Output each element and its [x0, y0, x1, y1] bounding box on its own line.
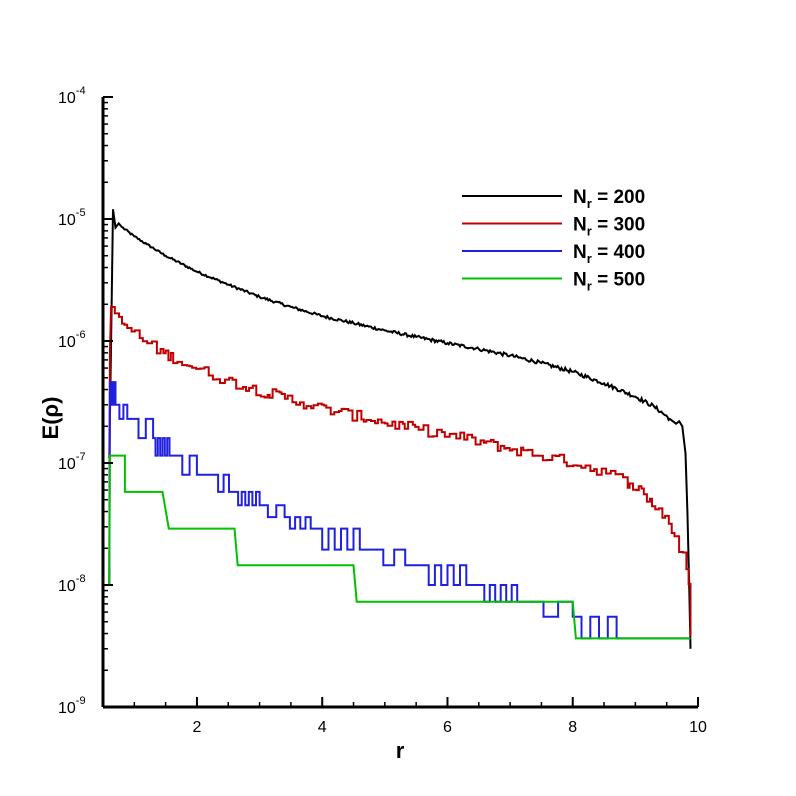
y-tick-label: 10-6: [58, 329, 86, 351]
series-layer: [108, 209, 692, 649]
x-tick-label: 8: [568, 719, 577, 736]
y-axis-title: E(ρ): [38, 397, 63, 440]
series-line-3: [108, 381, 691, 640]
legend-label-4: Nr = 500: [573, 270, 645, 294]
series-line-2: [108, 306, 692, 637]
y-tick-label: 10-8: [58, 573, 86, 595]
legend-label-3: Nr = 400: [573, 242, 645, 266]
series-line-4: [108, 454, 691, 640]
x-tick-label: 6: [443, 719, 452, 736]
x-tick-label: 2: [192, 719, 201, 736]
legend: Nr = 200 Nr = 300 Nr = 400 Nr = 500: [462, 187, 645, 294]
y-tick-label: 10-5: [58, 207, 86, 229]
y-tick-label: 10-7: [58, 451, 86, 473]
x-tick-label: 10: [689, 719, 707, 736]
series-line-1: [108, 209, 692, 649]
legend-label-2: Nr = 300: [573, 215, 645, 239]
y-tick-label: 10-9: [58, 695, 86, 717]
y-tick-label: 10-4: [58, 85, 86, 107]
x-tick-label: 4: [318, 719, 327, 736]
x-axis-title: r: [396, 738, 405, 763]
legend-label-1: Nr = 200: [573, 187, 645, 211]
